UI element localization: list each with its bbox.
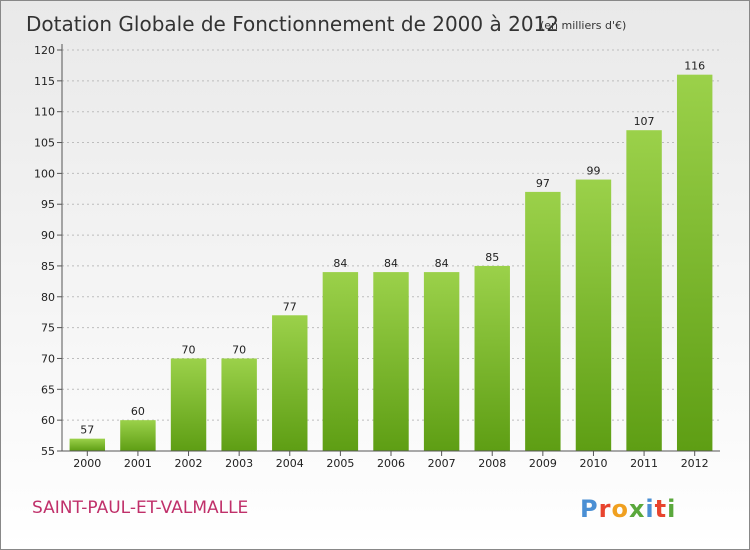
chart-title: Dotation Globale de Fonctionnement de 20… — [26, 12, 559, 36]
y-tick-label: 100 — [34, 167, 55, 180]
bar-value-label: 60 — [131, 405, 145, 418]
x-tick-label: 2000 — [73, 457, 101, 470]
logo-letter: x — [629, 495, 645, 523]
bar-2006 — [373, 272, 409, 451]
proxiti-logo: Proxiti — [580, 495, 676, 523]
bar-value-label: 57 — [80, 424, 94, 437]
bar-value-label: 70 — [182, 343, 196, 356]
bar-2010 — [575, 179, 612, 452]
x-tick-label: 2011 — [630, 457, 658, 470]
bar-2008 — [474, 265, 510, 451]
bar-2005 — [322, 272, 359, 451]
y-tick-label: 85 — [41, 260, 55, 273]
bar-2004 — [272, 315, 308, 451]
bar-2002 — [170, 358, 207, 451]
bar-2007 — [423, 272, 460, 451]
bar-value-label: 99 — [586, 165, 600, 178]
y-tick-label: 75 — [41, 322, 55, 335]
y-tick-labels: 55 60 65 70 75 80 85 90 95 100 105 110 115 120 — [34, 44, 62, 458]
bar-value-label: 116 — [684, 60, 705, 73]
x-tick-label: 2003 — [225, 457, 253, 470]
bar-value-label: 77 — [283, 300, 297, 313]
y-tick-label: 65 — [41, 383, 55, 396]
logo-letter: r — [599, 495, 612, 523]
bar-value-label: 84 — [333, 257, 347, 270]
commune-name: SAINT-PAUL-ET-VALMALLE — [32, 498, 248, 518]
bar-value-label: 84 — [435, 257, 449, 270]
x-tick-label: 2005 — [326, 457, 354, 470]
bar-2003 — [221, 358, 257, 451]
bar-value-label: 85 — [485, 251, 499, 264]
bar-2000 — [69, 438, 106, 451]
y-tick-label: 55 — [41, 445, 55, 458]
bar-2001 — [120, 420, 156, 451]
x-tick-label: 2002 — [175, 457, 203, 470]
bar-2011 — [626, 130, 662, 451]
bar-value-label: 97 — [536, 177, 550, 190]
y-tick-label: 110 — [34, 106, 55, 119]
y-tick-label: 115 — [34, 75, 55, 88]
logo-letter: t — [655, 495, 667, 523]
bar-2009 — [525, 191, 561, 451]
bar-2012 — [676, 74, 713, 451]
logo-letter: i — [645, 495, 654, 523]
y-tick-label: 70 — [41, 352, 55, 365]
bar-value-label: 70 — [232, 343, 246, 356]
axes — [61, 44, 720, 452]
x-tick-label: 2001 — [124, 457, 152, 470]
y-tick-label: 90 — [41, 229, 55, 242]
y-tick-label: 120 — [34, 44, 55, 57]
logo-letter: o — [611, 495, 629, 523]
x-tick-label: 2012 — [681, 457, 709, 470]
bar-value-label: 107 — [634, 115, 655, 128]
y-tick-label: 80 — [41, 291, 55, 304]
x-tick-label: 2008 — [478, 457, 506, 470]
y-tick-label: 60 — [41, 414, 55, 427]
logo-letter: P — [580, 495, 599, 523]
logo-letter: i — [667, 495, 676, 523]
x-tick-label: 2004 — [276, 457, 304, 470]
y-tick-label: 95 — [41, 198, 55, 211]
x-tick-labels: 2000 2001 2002 2003 2004 2005 2006 2007 2008 2009… — [73, 451, 709, 470]
x-tick-label: 2010 — [579, 457, 607, 470]
x-tick-label: 2007 — [428, 457, 456, 470]
chart-subtitle: (en milliers d'€) — [540, 19, 626, 32]
y-tick-label: 105 — [34, 137, 55, 150]
bars: 57 60 70 70 77 84 84 84 85 97 99 107 116 — [69, 60, 713, 452]
x-tick-label: 2006 — [377, 457, 405, 470]
x-tick-label: 2009 — [529, 457, 557, 470]
bar-value-label: 84 — [384, 257, 398, 270]
